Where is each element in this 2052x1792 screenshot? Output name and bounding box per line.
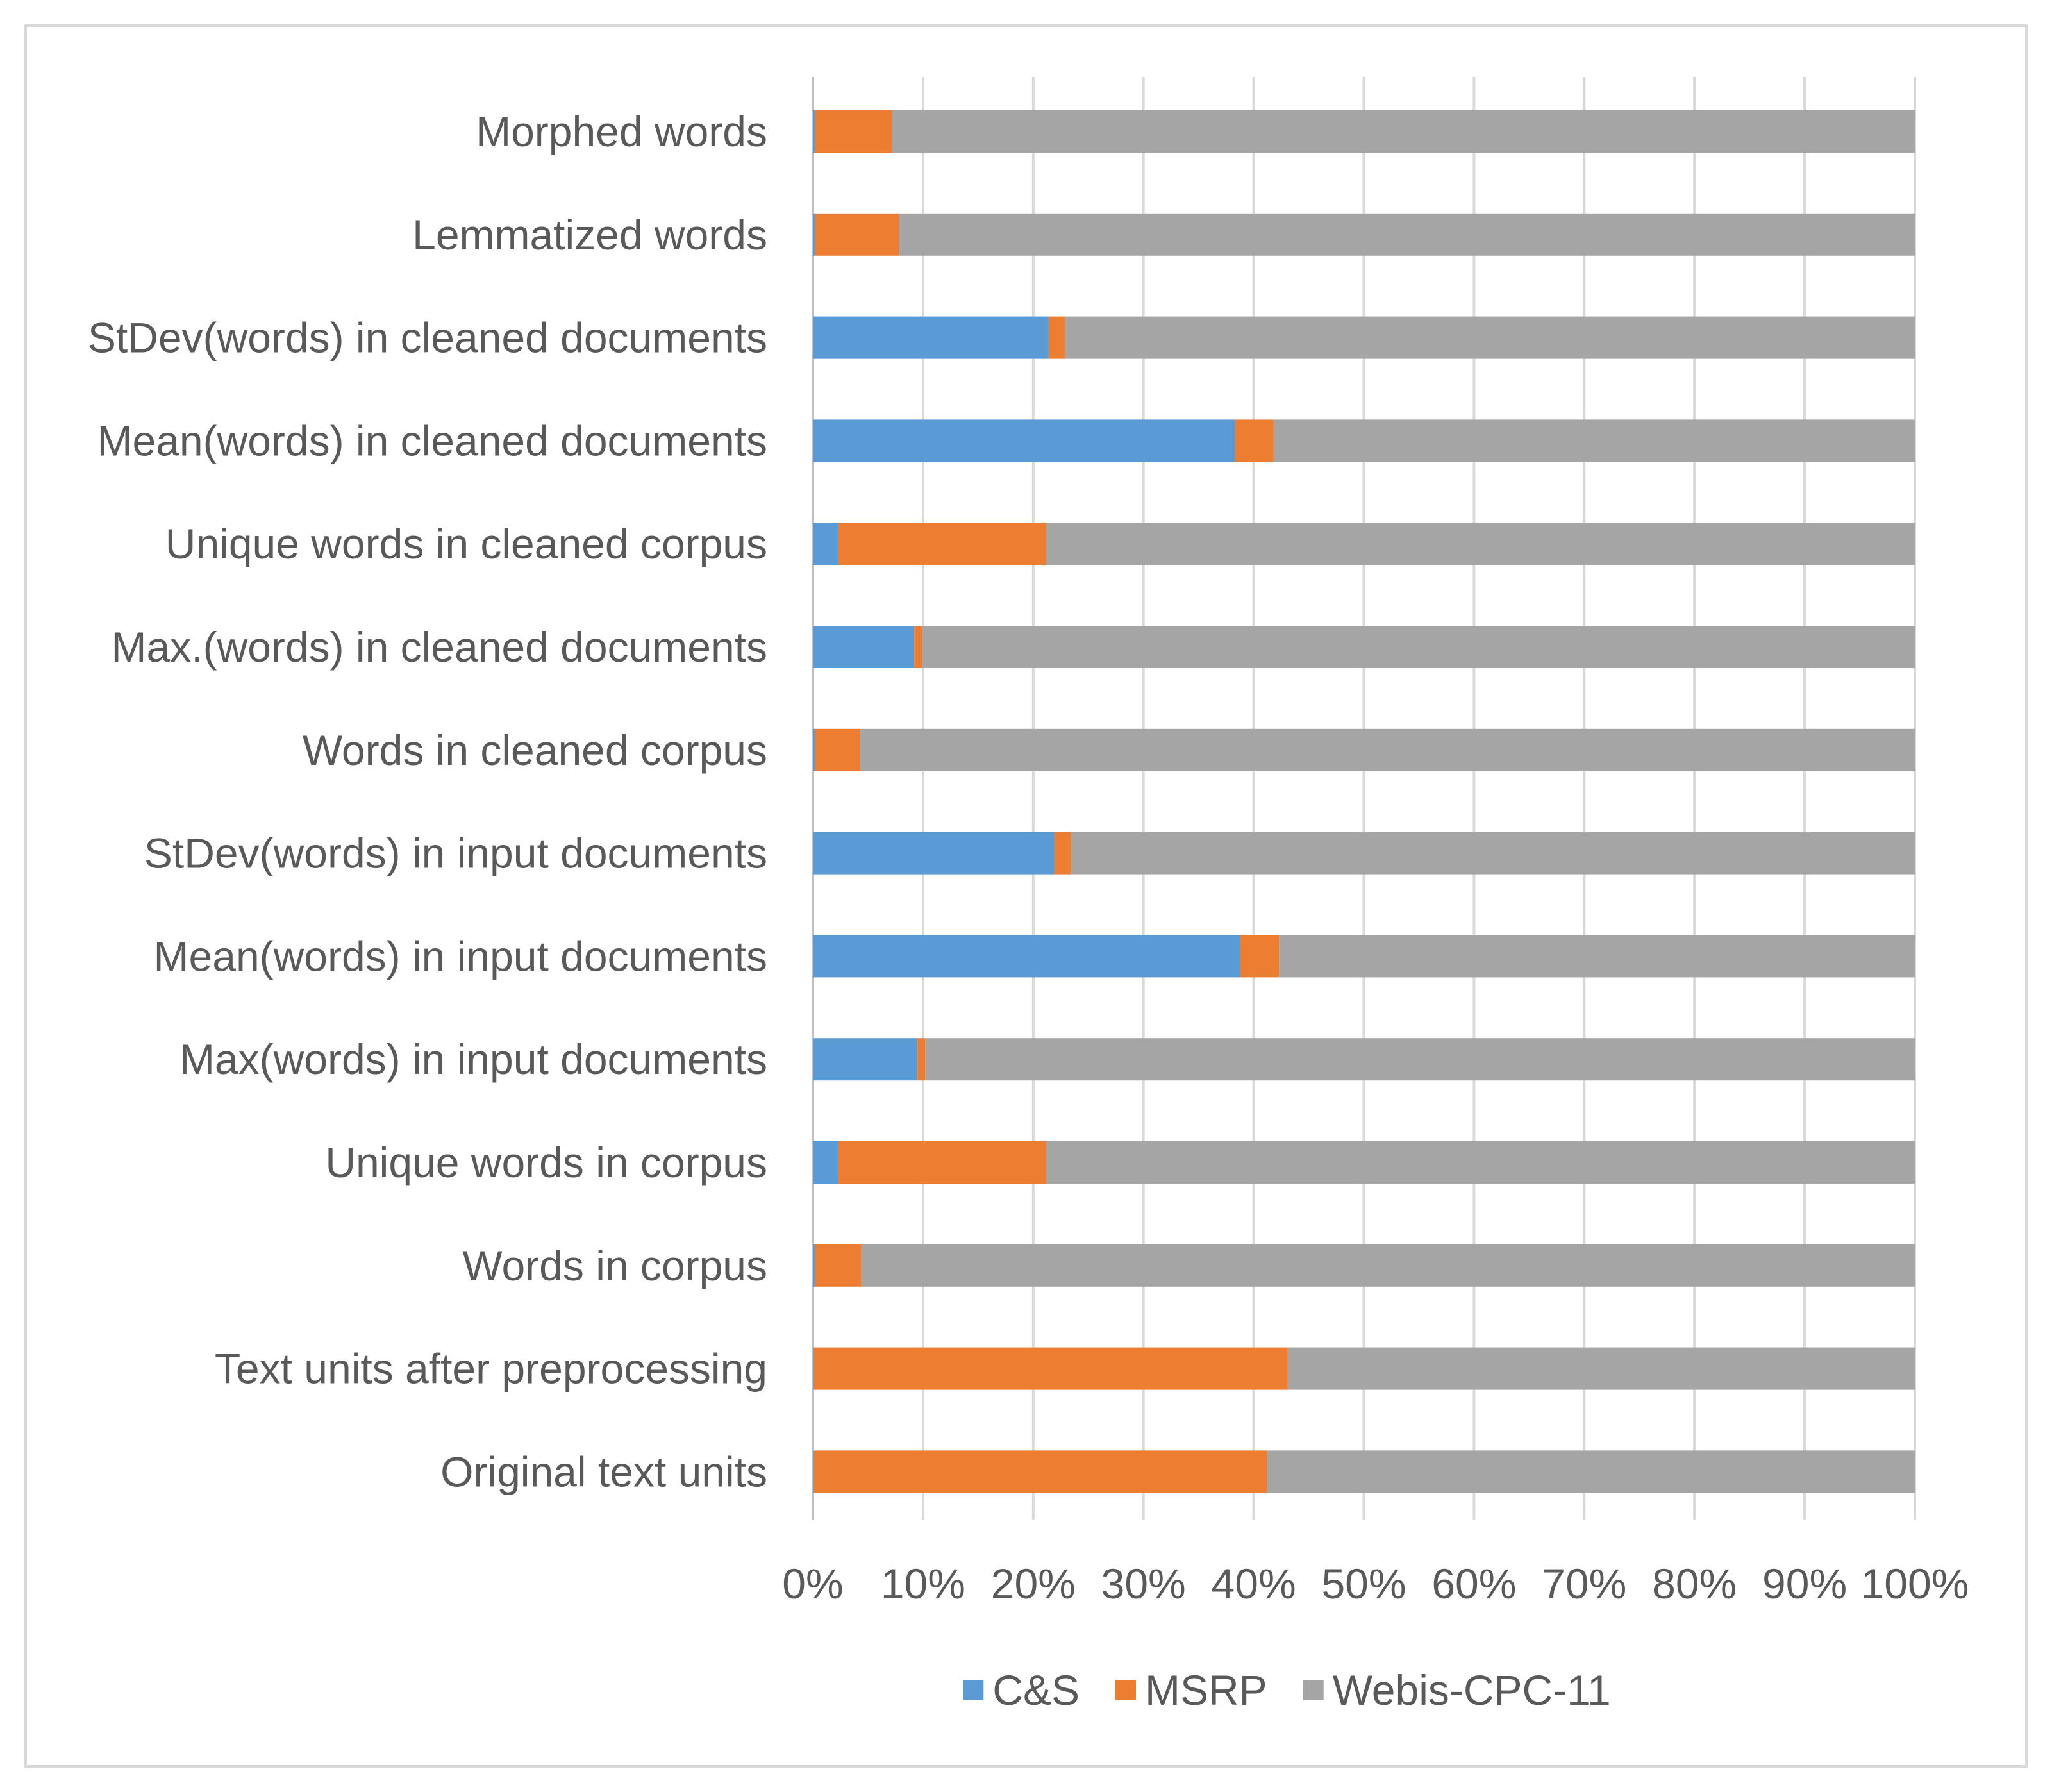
bars xyxy=(813,110,1915,1493)
bar-c-s-original-text-units xyxy=(813,1450,814,1493)
bar-c-s-max-words-in-cleaned-documents xyxy=(813,626,915,668)
bar-c-s-text-units-after-preprocessing xyxy=(813,1347,814,1390)
bar-c-s-morphed-words xyxy=(813,110,815,153)
bar-msrp-max-words-in-cleaned-documents xyxy=(914,626,922,668)
category-label-max-words-in-cleaned-documents: Max.(words) in cleaned documents xyxy=(112,623,767,671)
category-label-original-text-units: Original text units xyxy=(440,1448,767,1495)
bar-c-s-unique-words-in-cleaned-corpus xyxy=(813,523,838,565)
bar-webis-cpc-11-max-words-in-cleaned-documents xyxy=(922,626,1915,668)
bar-c-s-lemmatized-words xyxy=(813,213,815,256)
bar-c-s-stdev-words-in-cleaned-documents xyxy=(813,316,1049,359)
category-label-words-in-cleaned-corpus: Words in cleaned corpus xyxy=(303,726,767,774)
bar-msrp-unique-words-in-corpus xyxy=(838,1141,1047,1184)
bar-webis-cpc-11-stdev-words-in-input-documents xyxy=(1071,832,1915,875)
legend-label-webis-cpc-11: Webis-CPC-11 xyxy=(1333,1666,1611,1714)
bar-webis-cpc-11-words-in-corpus xyxy=(861,1244,1915,1287)
x-tick-label-10: 10% xyxy=(881,1560,965,1607)
bar-msrp-max-words-in-input-documents xyxy=(917,1038,926,1081)
category-label-mean-words-in-input-documents: Mean(words) in input documents xyxy=(154,932,767,980)
bar-c-s-mean-words-in-cleaned-documents xyxy=(813,419,1235,462)
legend-item-c-s: C&S xyxy=(963,1666,1080,1714)
legend: C&S MSRP Webis-CPC-11 xyxy=(963,1666,1611,1714)
category-label-words-in-corpus: Words in corpus xyxy=(462,1242,767,1289)
bar-msrp-unique-words-in-cleaned-corpus xyxy=(838,523,1047,565)
category-label-unique-words-in-corpus: Unique words in corpus xyxy=(325,1139,767,1186)
bar-c-s-stdev-words-in-input-documents xyxy=(813,832,1055,875)
category-label-stdev-words-in-input-documents: StDev(words) in input documents xyxy=(144,830,767,877)
x-tick-label-70: 70% xyxy=(1542,1560,1626,1607)
x-tick-label-80: 80% xyxy=(1652,1560,1737,1607)
category-label-text-units-after-preprocessing: Text units after preprocessing xyxy=(215,1345,767,1393)
category-labels: Morphed words Lemmatized words StDev(words… xyxy=(88,108,767,1495)
x-tick-label-90: 90% xyxy=(1762,1560,1847,1607)
bar-msrp-mean-words-in-cleaned-documents xyxy=(1235,419,1274,462)
category-label-unique-words-in-cleaned-corpus: Unique words in cleaned corpus xyxy=(165,520,767,567)
bar-c-s-mean-words-in-input-documents xyxy=(813,935,1240,978)
x-tick-label-30: 30% xyxy=(1101,1560,1186,1607)
bar-webis-cpc-11-mean-words-in-cleaned-documents xyxy=(1273,419,1915,462)
x-tick-label-100: 100% xyxy=(1861,1560,1969,1607)
x-tick-label-0: 0% xyxy=(782,1560,843,1607)
legend-swatch-c-s xyxy=(963,1680,984,1700)
category-label-max-words-in-input-documents: Max(words) in input documents xyxy=(179,1035,767,1083)
bar-c-s-words-in-corpus xyxy=(813,1244,815,1287)
bar-webis-cpc-11-text-units-after-preprocessing xyxy=(1287,1347,1915,1390)
legend-label-c-s: C&S xyxy=(992,1666,1080,1714)
legend-label-msrp: MSRP xyxy=(1145,1666,1267,1714)
legend-item-webis-cpc-11: Webis-CPC-11 xyxy=(1303,1666,1611,1714)
category-label-stdev-words-in-cleaned-documents: StDev(words) in cleaned documents xyxy=(88,314,767,362)
x-tick-label-40: 40% xyxy=(1212,1560,1296,1607)
x-tick-label-50: 50% xyxy=(1321,1560,1406,1607)
bar-msrp-stdev-words-in-cleaned-documents xyxy=(1048,316,1065,359)
x-tick-label-60: 60% xyxy=(1431,1560,1516,1607)
x-tick-label-20: 20% xyxy=(991,1560,1076,1607)
bar-webis-cpc-11-unique-words-in-cleaned-corpus xyxy=(1046,523,1915,565)
legend-item-msrp: MSRP xyxy=(1115,1666,1267,1714)
bar-webis-cpc-11-max-words-in-input-documents xyxy=(925,1038,1915,1081)
bar-msrp-original-text-units xyxy=(813,1450,1267,1493)
category-label-mean-words-in-cleaned-documents: Mean(words) in cleaned documents xyxy=(97,417,767,464)
category-label-morphed-words: Morphed words xyxy=(476,108,767,155)
legend-swatch-msrp xyxy=(1115,1680,1137,1700)
bar-msrp-morphed-words xyxy=(815,110,892,153)
x-tick-labels: 0% 10% 20% 30% 40% 50% 60% 70% 80% 90% 100% xyxy=(782,1560,1969,1607)
bar-c-s-max-words-in-input-documents xyxy=(813,1038,918,1081)
bar-msrp-text-units-after-preprocessing xyxy=(813,1347,1288,1390)
bar-c-s-unique-words-in-corpus xyxy=(813,1141,838,1184)
bar-webis-cpc-11-stdev-words-in-cleaned-documents xyxy=(1065,316,1915,359)
bar-msrp-lemmatized-words xyxy=(815,213,899,256)
bar-c-s-words-in-cleaned-corpus xyxy=(813,728,815,771)
bar-webis-cpc-11-unique-words-in-corpus xyxy=(1046,1141,1915,1184)
gridlines xyxy=(812,77,1916,1520)
bar-msrp-words-in-cleaned-corpus xyxy=(815,728,860,771)
bar-webis-cpc-11-words-in-cleaned-corpus xyxy=(860,728,1915,771)
bar-webis-cpc-11-original-text-units xyxy=(1267,1450,1915,1493)
bar-msrp-mean-words-in-input-documents xyxy=(1240,935,1280,978)
bar-webis-cpc-11-mean-words-in-input-documents xyxy=(1279,935,1915,978)
legend-swatch-webis-cpc-11 xyxy=(1303,1680,1324,1700)
bar-webis-cpc-11-lemmatized-words xyxy=(899,213,1915,256)
bar-msrp-words-in-corpus xyxy=(815,1244,862,1287)
category-label-lemmatized-words: Lemmatized words xyxy=(412,211,767,258)
bar-webis-cpc-11-morphed-words xyxy=(892,110,1915,153)
bar-msrp-stdev-words-in-input-documents xyxy=(1054,832,1071,875)
